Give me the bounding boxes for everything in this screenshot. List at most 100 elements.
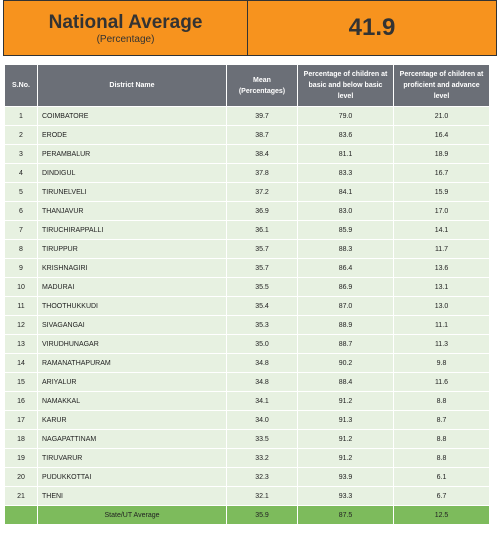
table-cell: 35.0 xyxy=(226,334,298,354)
table-cell: TIRUCHIRAPPALLI xyxy=(37,220,227,240)
table-cell: 90.2 xyxy=(297,353,394,373)
table-cell: 13.6 xyxy=(393,258,490,278)
table-cell: 33.2 xyxy=(226,448,298,468)
column-header: S.No. xyxy=(4,64,38,107)
table-cell: PERAMBALUR xyxy=(37,144,227,164)
table-row: 8 TIRUPPUR 35.7 88.3 11.7 xyxy=(4,239,490,259)
table-cell: 79.0 xyxy=(297,106,394,126)
table-row: 17 KARUR 34.0 91.3 8.7 xyxy=(4,410,490,430)
table-row: 2 ERODE 38.7 83.6 16.4 xyxy=(4,125,490,145)
table-cell: 88.7 xyxy=(297,334,394,354)
table-cell: 93.9 xyxy=(297,467,394,487)
table-row: 13 VIRUDHUNAGAR 35.0 88.7 11.3 xyxy=(4,334,490,354)
table-cell: TIRUVARUR xyxy=(37,448,227,468)
table-cell: 6 xyxy=(4,201,38,221)
footer-cell xyxy=(4,505,38,525)
table-cell: 91.2 xyxy=(297,429,394,449)
header-row: S.No. District Name Mean (Percentages) Perc… xyxy=(4,64,490,107)
table-cell: 32.1 xyxy=(226,486,298,506)
table-cell: MADURAI xyxy=(37,277,227,297)
table-cell: 15 xyxy=(4,372,38,392)
table-cell: 34.1 xyxy=(226,391,298,411)
table-cell: 19 xyxy=(4,448,38,468)
table-cell: 4 xyxy=(4,163,38,183)
table-row: 11 THOOTHUKKUDI 35.4 87.0 13.0 xyxy=(4,296,490,316)
subtitle: (Percentage) xyxy=(96,34,155,45)
table-row: 18 NAGAPATTINAM 33.5 91.2 8.8 xyxy=(4,429,490,449)
table-cell: TIRUNELVELI xyxy=(37,182,227,202)
table-cell: 21.0 xyxy=(393,106,490,126)
table-cell: RAMANATHAPURAM xyxy=(37,353,227,373)
table-cell: 9.8 xyxy=(393,353,490,373)
table-cell: 35.5 xyxy=(226,277,298,297)
table-cell: KRISHNAGIRI xyxy=(37,258,227,278)
table-cell: KARUR xyxy=(37,410,227,430)
footer-cell: 35.9 xyxy=(226,505,298,525)
table-cell: 6.7 xyxy=(393,486,490,506)
table-cell: 21 xyxy=(4,486,38,506)
table-cell: 35.7 xyxy=(226,239,298,259)
table-cell: 86.9 xyxy=(297,277,394,297)
footer-row: State/UT Average 35.9 87.5 12.5 xyxy=(4,505,490,525)
table-cell: COIMBATORE xyxy=(37,106,227,126)
table-cell: THOOTHUKKUDI xyxy=(37,296,227,316)
table-row: 20 PUDUKKOTTAI 32.3 93.9 6.1 xyxy=(4,467,490,487)
table-row: 21 THENI 32.1 93.3 6.7 xyxy=(4,486,490,506)
table-row: 19 TIRUVARUR 33.2 91.2 8.8 xyxy=(4,448,490,468)
table-cell: 16.4 xyxy=(393,125,490,145)
column-header: Mean (Percentages) xyxy=(226,64,298,107)
table-cell: 35.4 xyxy=(226,296,298,316)
table-cell: 11.6 xyxy=(393,372,490,392)
footer-cell: State/UT Average xyxy=(37,505,227,525)
table-cell: 81.1 xyxy=(297,144,394,164)
table-cell: 38.7 xyxy=(226,125,298,145)
table-cell: 86.4 xyxy=(297,258,394,278)
table-cell: 87.0 xyxy=(297,296,394,316)
table-cell: 12 xyxy=(4,315,38,335)
district-table: S.No. District Name Mean (Percentages) Perc… xyxy=(4,64,490,525)
table-body: 1 COIMBATORE 39.7 79.0 21.0 2 ERODE 38.7 83.6 16.… xyxy=(4,106,490,525)
table-cell: 88.3 xyxy=(297,239,394,259)
table-cell: 91.2 xyxy=(297,448,394,468)
table-cell: 8.8 xyxy=(393,429,490,449)
table-cell: TIRUPPUR xyxy=(37,239,227,259)
table-cell: 20 xyxy=(4,467,38,487)
table-cell: 18 xyxy=(4,429,38,449)
table-cell: 83.6 xyxy=(297,125,394,145)
table-cell: 8.7 xyxy=(393,410,490,430)
table-cell: 8.8 xyxy=(393,448,490,468)
table-row: 15 ARIYALUR 34.8 88.4 11.6 xyxy=(4,372,490,392)
average-label: National Average (Percentage) xyxy=(4,1,248,55)
national-average-box: National Average (Percentage) 41.9 xyxy=(3,0,497,56)
table-cell: 17 xyxy=(4,410,38,430)
table-cell: NAGAPATTINAM xyxy=(37,429,227,449)
table-row: 7 TIRUCHIRAPPALLI 36.1 85.9 14.1 xyxy=(4,220,490,240)
table-cell: 11.3 xyxy=(393,334,490,354)
table-cell: ARIYALUR xyxy=(37,372,227,392)
table-cell: 17.0 xyxy=(393,201,490,221)
table-row: 3 PERAMBALUR 38.4 81.1 18.9 xyxy=(4,144,490,164)
table-cell: 32.3 xyxy=(226,467,298,487)
table-row: 1 COIMBATORE 39.7 79.0 21.0 xyxy=(4,106,490,126)
table-cell: 38.4 xyxy=(226,144,298,164)
table-cell: 84.1 xyxy=(297,182,394,202)
table-cell: 13.0 xyxy=(393,296,490,316)
table-row: 4 DINDIGUL 37.8 83.3 16.7 xyxy=(4,163,490,183)
table-cell: 34.8 xyxy=(226,353,298,373)
table-row: 16 NAMAKKAL 34.1 91.2 8.8 xyxy=(4,391,490,411)
table-cell: 11.7 xyxy=(393,239,490,259)
table-cell: 14.1 xyxy=(393,220,490,240)
table-cell: 18.9 xyxy=(393,144,490,164)
table-cell: 10 xyxy=(4,277,38,297)
table-cell: 15.9 xyxy=(393,182,490,202)
table-cell: DINDIGUL xyxy=(37,163,227,183)
table-cell: 37.8 xyxy=(226,163,298,183)
table-cell: 13 xyxy=(4,334,38,354)
footer-cell: 87.5 xyxy=(297,505,394,525)
table-cell: 83.3 xyxy=(297,163,394,183)
table-cell: 37.2 xyxy=(226,182,298,202)
table-cell: 83.0 xyxy=(297,201,394,221)
average-value: 41.9 xyxy=(348,14,396,41)
table-cell: 34.0 xyxy=(226,410,298,430)
